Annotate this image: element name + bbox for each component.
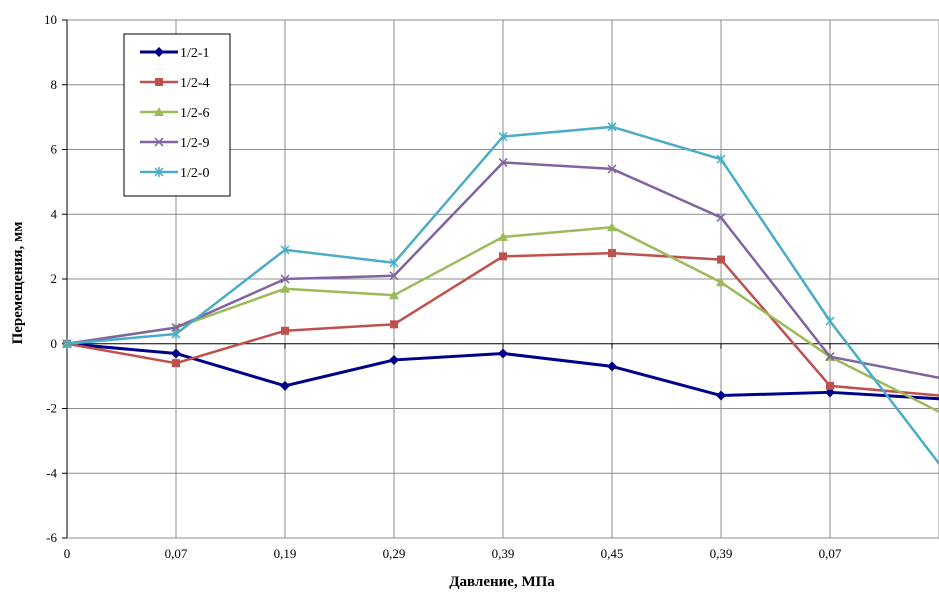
data-point <box>171 323 181 333</box>
x-tick-label: 0,29 <box>383 546 406 561</box>
data-point <box>716 154 726 165</box>
y-tick-label: 6 <box>51 142 58 157</box>
data-point <box>716 277 726 287</box>
data-point <box>280 283 290 293</box>
x-tick-label: 0 <box>64 546 71 561</box>
data-point <box>280 244 290 255</box>
data-point <box>172 359 180 368</box>
data-point <box>389 290 399 300</box>
legend-label: 1/2-6 <box>180 106 210 121</box>
legend-marker <box>154 167 164 177</box>
data-point <box>825 316 835 327</box>
data-point <box>171 329 181 340</box>
data-point <box>390 320 398 329</box>
y-axis-title: Перемещения, мм <box>10 222 26 345</box>
data-point <box>280 274 290 284</box>
data-point <box>498 131 508 142</box>
y-tick-label: 8 <box>51 77 58 92</box>
legend-item: 1/2-0 <box>140 166 210 181</box>
x-tick-label: 0,39 <box>492 546 515 561</box>
legend: 1/2-1 1/2-4 1/2-6 1/2-9 1/2-0 <box>123 33 231 197</box>
data-point <box>280 380 290 391</box>
y-tick-label: -4 <box>46 465 57 480</box>
legend-item: 1/2-6 <box>140 106 210 121</box>
data-point <box>498 157 508 167</box>
data-point <box>717 255 725 264</box>
y-tick-labels: -6 -4 -2 0 2 4 6 8 10 <box>44 12 58 545</box>
data-point <box>281 326 289 335</box>
data-point <box>716 212 726 223</box>
data-point <box>826 381 834 390</box>
legend-item: 1/2-1 <box>140 46 210 61</box>
series-1/2-0 <box>62 121 939 465</box>
y-tick-label: -6 <box>46 530 57 545</box>
x-axis-title: Давление, МПа <box>449 574 555 590</box>
data-point <box>607 121 617 132</box>
series-1/2-1 <box>62 338 939 401</box>
legend-label: 1/2-1 <box>180 46 210 61</box>
y-tick-label: 0 <box>51 336 58 351</box>
y-tick-label: 2 <box>51 271 58 286</box>
legend-item: 1/2-4 <box>140 76 210 91</box>
data-point <box>498 348 508 359</box>
data-point <box>389 271 399 281</box>
data-point <box>607 164 617 174</box>
data-point <box>389 354 399 365</box>
data-point <box>389 257 399 268</box>
y-tick-label: -2 <box>46 401 57 416</box>
x-tick-label: 0,19 <box>274 546 297 561</box>
data-point <box>498 231 508 241</box>
x-tick-label: 0,07 <box>165 546 188 561</box>
data-point <box>825 352 835 362</box>
data-point <box>62 338 72 349</box>
data-point <box>171 348 181 359</box>
legend-label: 1/2-4 <box>180 76 210 91</box>
y-tick-label: 4 <box>51 206 58 221</box>
series-group <box>62 121 939 465</box>
series-1/2-6 <box>62 222 939 413</box>
x-tick-labels: 0 0,07 0,19 0,29 0,39 0,45 0,39 0,07 <box>64 546 842 561</box>
legend-marker <box>155 78 163 86</box>
data-point <box>608 249 616 258</box>
legend-marker <box>154 47 164 57</box>
legend-label: 1/2-9 <box>180 136 210 151</box>
data-point <box>607 222 617 232</box>
legend-box <box>123 33 231 197</box>
x-tick-label: 0,45 <box>601 546 624 561</box>
y-tick-label: 10 <box>44 12 57 27</box>
data-point <box>716 390 726 401</box>
legend-marker <box>154 107 164 116</box>
data-point <box>499 252 507 261</box>
data-point <box>607 361 617 372</box>
legend-item: 1/2-9 <box>140 136 210 151</box>
x-tick-label: 0,07 <box>819 546 842 561</box>
legend-marker <box>154 137 164 147</box>
legend-label: 1/2-0 <box>180 166 210 181</box>
x-tick-label: 0,39 <box>710 546 733 561</box>
